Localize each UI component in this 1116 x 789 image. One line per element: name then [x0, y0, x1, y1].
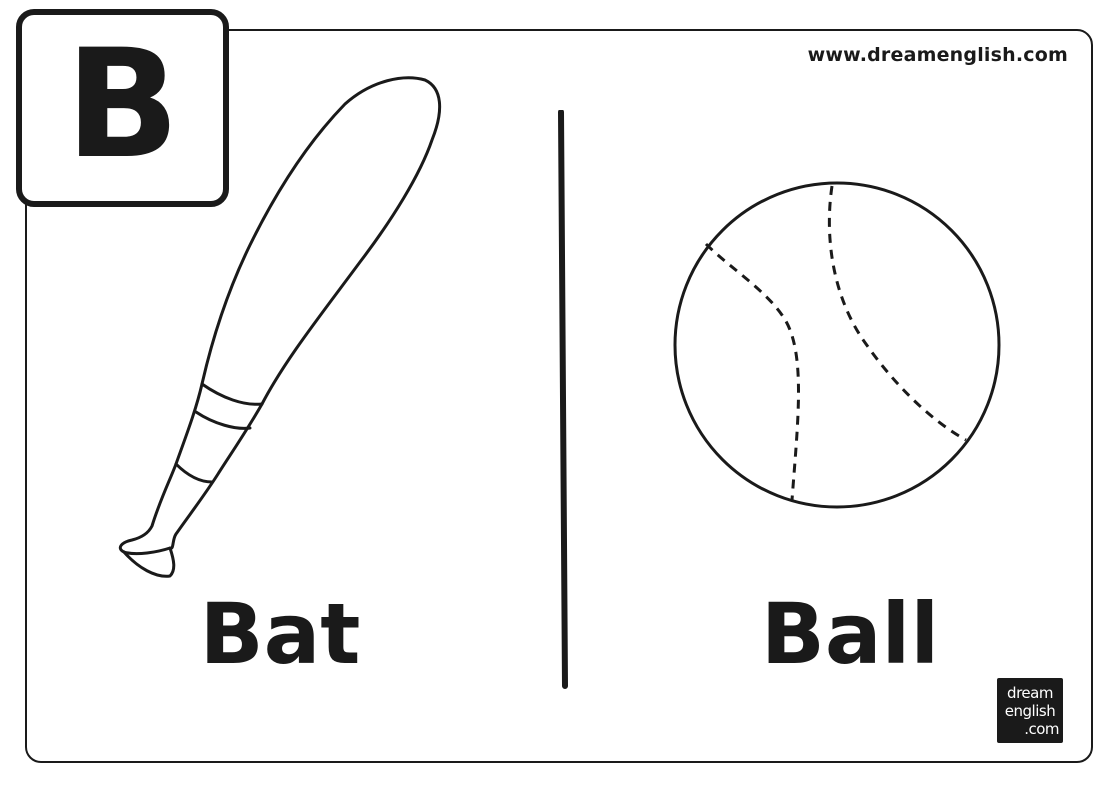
word-bat: Bat [199, 585, 361, 683]
baseball-bat-icon [118, 76, 442, 578]
center-divider [558, 110, 568, 689]
dreamenglish-logo: dream english .com [997, 678, 1063, 743]
word-ball: Ball [760, 585, 940, 683]
featured-letter: B [65, 18, 180, 192]
logo-line-2: english [1004, 701, 1056, 720]
logo-line-3: .com [1024, 719, 1059, 738]
letter-badge: B [16, 9, 229, 207]
logo-line-1: dream [1007, 683, 1053, 702]
baseball-icon [673, 181, 1001, 509]
website-url: www.dreamenglish.com [807, 44, 1068, 66]
